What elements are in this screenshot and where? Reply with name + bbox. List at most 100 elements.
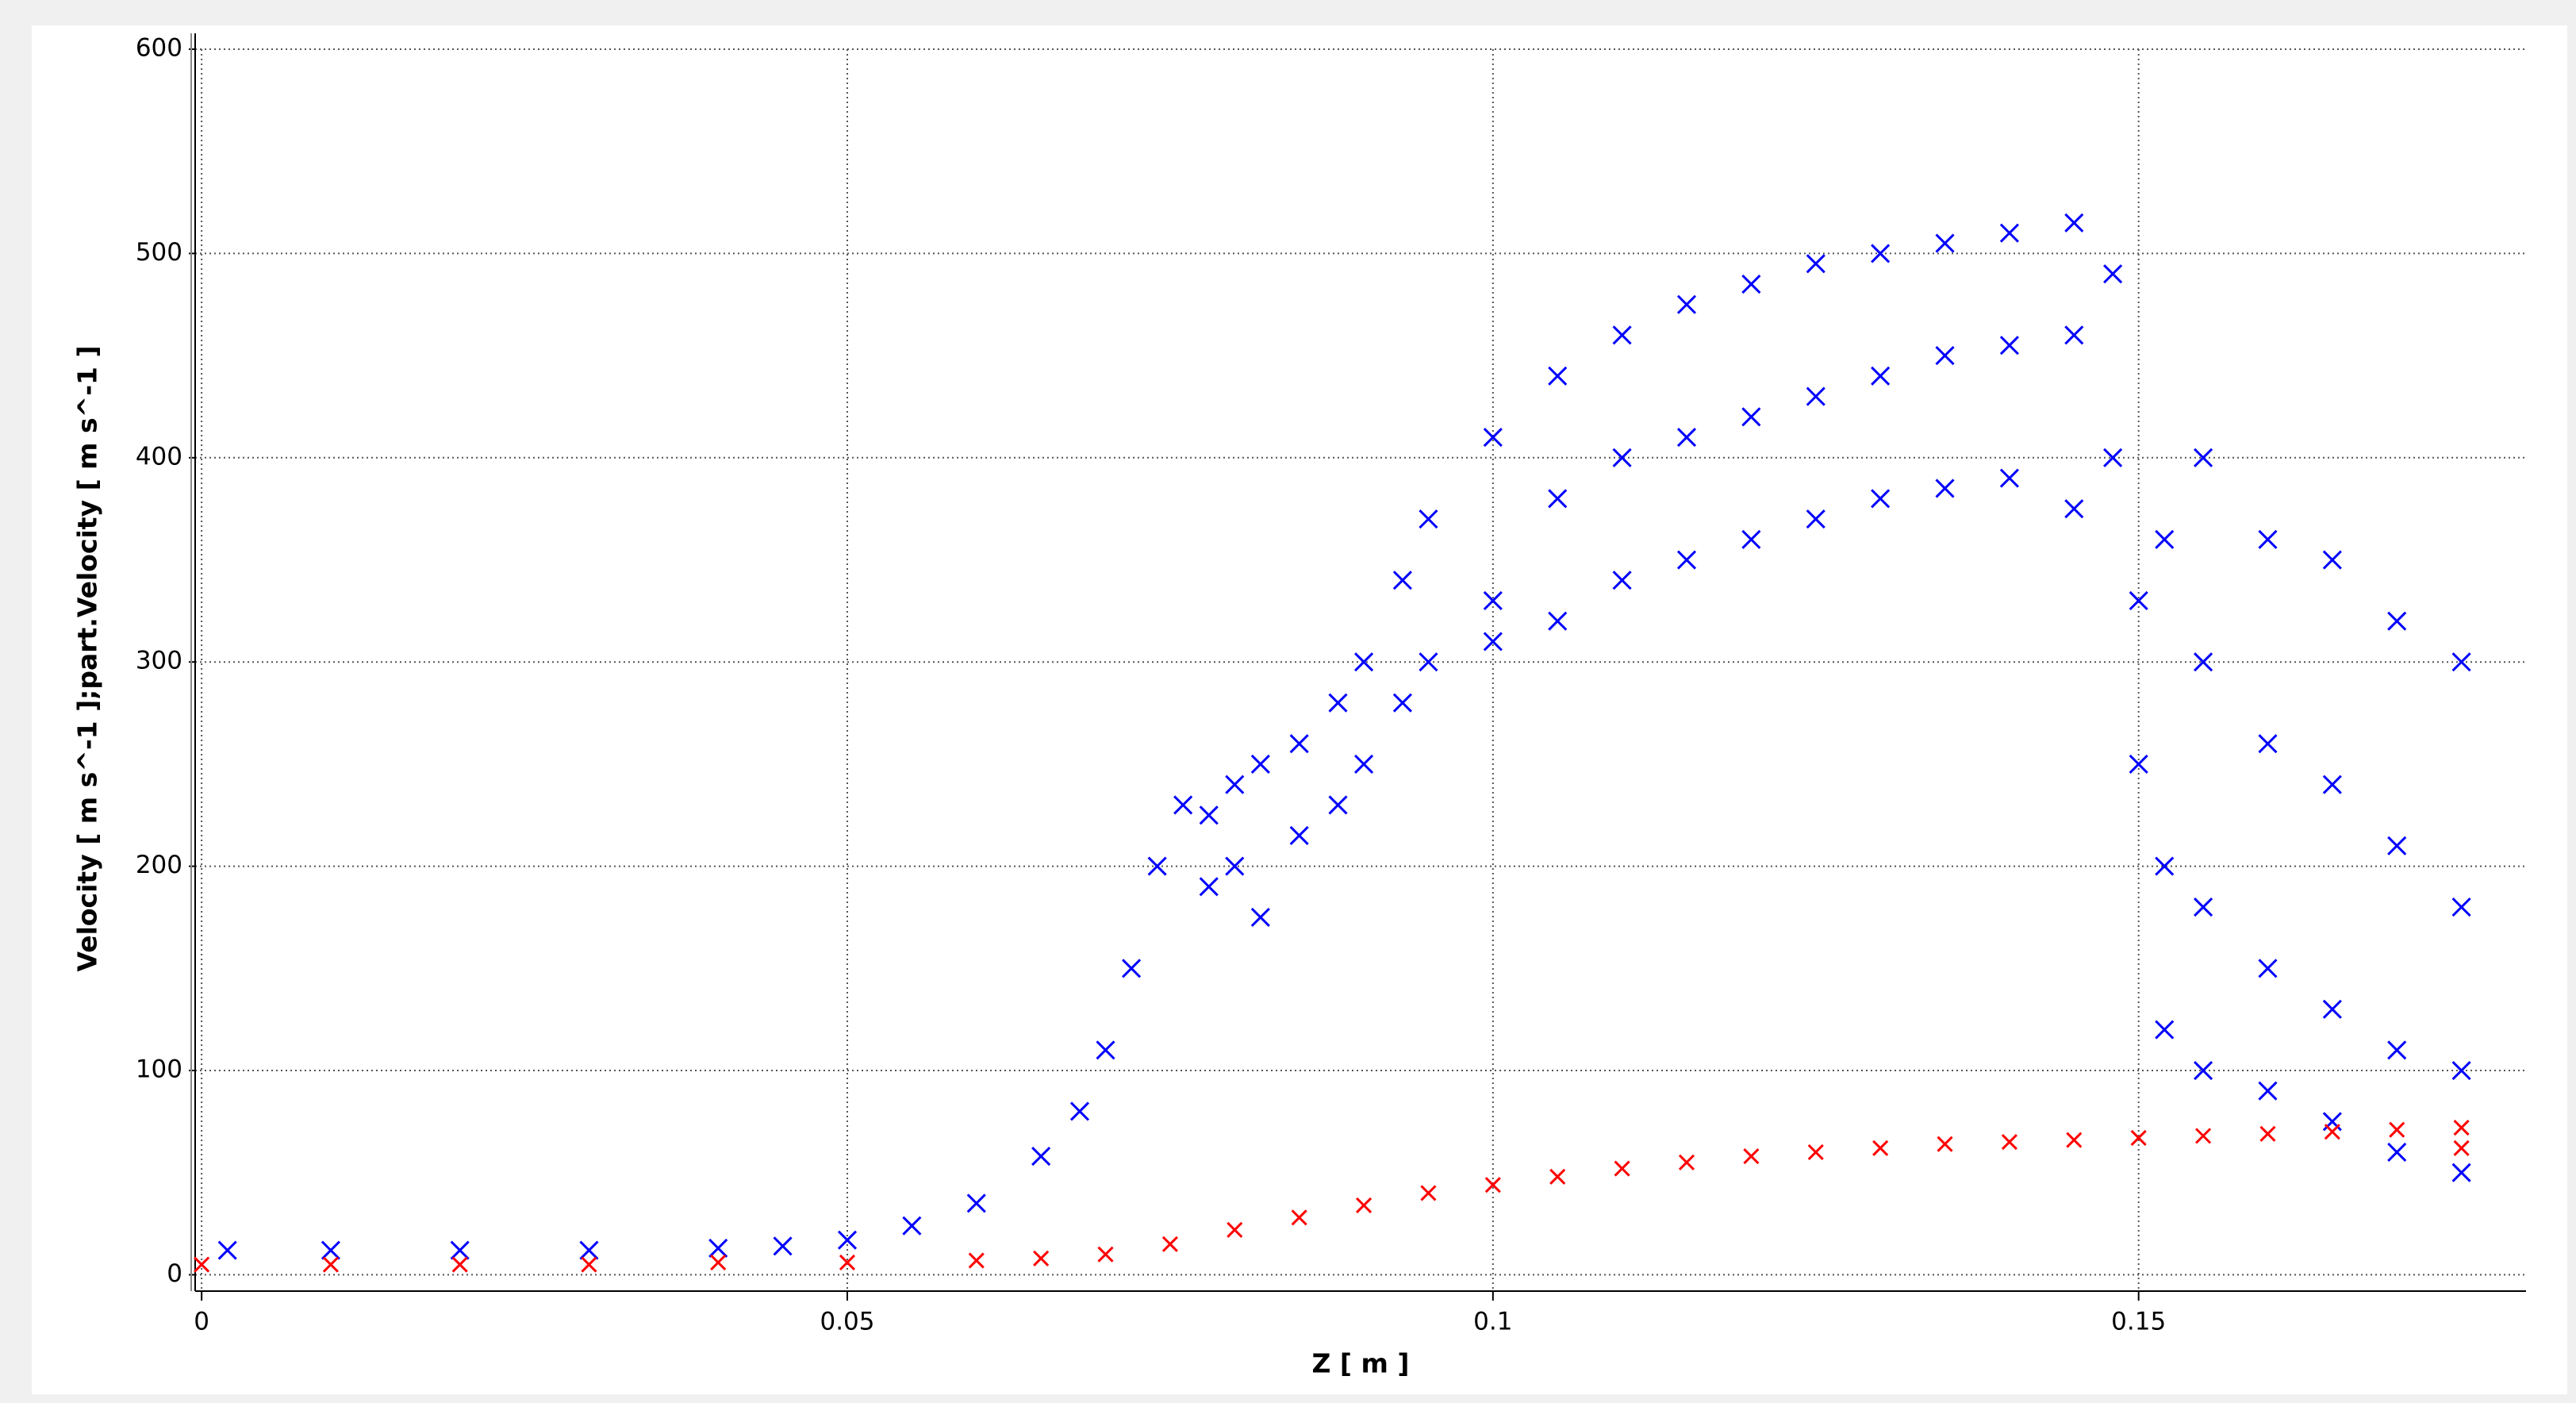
point-marker bbox=[1612, 448, 1632, 467]
point-marker bbox=[1225, 856, 1245, 876]
point-marker bbox=[2451, 1163, 2471, 1182]
point-marker bbox=[1033, 1250, 1050, 1267]
point-marker bbox=[2451, 898, 2471, 917]
point-marker bbox=[321, 1240, 340, 1260]
point-marker bbox=[1935, 346, 1955, 366]
point-marker bbox=[2066, 1132, 2083, 1148]
point-marker bbox=[1484, 1177, 1501, 1194]
point-marker bbox=[1069, 1101, 1090, 1121]
point-marker bbox=[1483, 428, 1503, 448]
point-marker bbox=[1743, 1148, 1760, 1165]
point-marker bbox=[1806, 254, 1825, 274]
y-tick-label: 400 bbox=[136, 442, 182, 471]
point-marker bbox=[1420, 1185, 1437, 1201]
point-marker bbox=[194, 1256, 210, 1273]
point-marker bbox=[837, 1230, 858, 1250]
point-marker bbox=[2064, 325, 2084, 345]
point-marker bbox=[966, 1194, 986, 1213]
point-marker bbox=[1999, 468, 2019, 488]
point-marker bbox=[1676, 428, 1697, 448]
point-marker bbox=[2453, 1140, 2470, 1156]
point-marker bbox=[1419, 652, 1438, 672]
point-marker bbox=[1199, 877, 1219, 897]
point-marker bbox=[2453, 1120, 2470, 1136]
y-tick-label: 500 bbox=[136, 238, 182, 267]
point-marker bbox=[1328, 795, 1348, 815]
x-tick-label: 0.05 bbox=[820, 1308, 874, 1336]
point-marker bbox=[2389, 1121, 2405, 1138]
point-marker bbox=[1806, 509, 1825, 529]
point-marker bbox=[1871, 366, 1891, 386]
point-marker bbox=[968, 1252, 985, 1269]
point-marker bbox=[1250, 907, 1270, 928]
point-marker bbox=[2259, 1125, 2276, 1142]
point-marker bbox=[1250, 754, 1270, 774]
point-marker bbox=[1612, 325, 1632, 345]
point-marker bbox=[1356, 1197, 1372, 1213]
point-marker bbox=[1935, 479, 1955, 498]
point-marker bbox=[322, 1256, 339, 1273]
y-axis-title: Velocity [ m s^-1 ];part.Velocity [ m s^… bbox=[72, 345, 103, 971]
point-marker bbox=[2258, 734, 2278, 754]
point-marker bbox=[579, 1240, 599, 1260]
point-marker bbox=[2195, 1128, 2212, 1144]
y-tick-label: 300 bbox=[136, 647, 182, 675]
point-marker bbox=[2387, 1040, 2407, 1060]
point-marker bbox=[1291, 1209, 1307, 1226]
point-marker bbox=[1031, 1147, 1051, 1167]
point-marker bbox=[2322, 999, 2342, 1019]
point-marker bbox=[1806, 386, 1825, 406]
point-marker bbox=[2387, 836, 2407, 855]
point-marker bbox=[2129, 754, 2148, 774]
point-marker bbox=[1354, 652, 1374, 672]
point-marker bbox=[1392, 693, 1412, 713]
point-marker bbox=[2064, 499, 2084, 519]
chart-panel bbox=[32, 25, 2567, 1394]
point-marker bbox=[1328, 693, 1348, 713]
point-marker bbox=[1483, 590, 1503, 611]
point-marker bbox=[1614, 1160, 1630, 1177]
point-marker bbox=[1872, 1140, 1889, 1156]
point-marker bbox=[2001, 1134, 2017, 1151]
point-marker bbox=[1354, 754, 1374, 774]
point-marker bbox=[2194, 448, 2213, 467]
point-marker bbox=[1419, 509, 1438, 529]
point-marker bbox=[2387, 1142, 2407, 1163]
point-marker bbox=[2324, 1124, 2340, 1140]
point-marker bbox=[1097, 1246, 1114, 1263]
point-marker bbox=[1548, 366, 1568, 386]
point-marker bbox=[451, 1256, 468, 1273]
point-marker bbox=[839, 1254, 856, 1271]
point-marker bbox=[2322, 550, 2342, 570]
point-marker bbox=[1548, 611, 1568, 631]
point-marker bbox=[902, 1216, 922, 1236]
point-marker bbox=[1227, 1221, 1243, 1238]
point-marker bbox=[1289, 734, 1309, 754]
point-marker bbox=[2451, 1060, 2471, 1081]
point-marker bbox=[1161, 1236, 1178, 1252]
point-marker bbox=[1999, 336, 2019, 356]
point-marker bbox=[708, 1238, 728, 1259]
point-marker bbox=[1676, 294, 1697, 314]
point-marker bbox=[1225, 775, 1245, 794]
y-tick-label: 600 bbox=[136, 34, 182, 63]
point-marker bbox=[2155, 856, 2175, 876]
y-tick-label: 100 bbox=[136, 1055, 182, 1084]
point-marker bbox=[1807, 1144, 1824, 1161]
point-marker bbox=[1937, 1136, 1953, 1152]
point-marker bbox=[1122, 959, 1142, 978]
point-marker bbox=[2155, 529, 2175, 549]
x-axis-title: Z [ m ] bbox=[1312, 1348, 1410, 1379]
point-marker bbox=[2155, 1020, 2175, 1040]
point-marker bbox=[1871, 489, 1891, 509]
point-marker bbox=[1483, 632, 1503, 652]
point-marker bbox=[2194, 898, 2213, 917]
point-marker bbox=[1741, 407, 1761, 427]
point-marker bbox=[1289, 825, 1309, 846]
point-marker bbox=[1935, 233, 1955, 253]
point-marker bbox=[2194, 1060, 2213, 1081]
point-marker bbox=[581, 1256, 597, 1273]
point-marker bbox=[710, 1254, 727, 1271]
